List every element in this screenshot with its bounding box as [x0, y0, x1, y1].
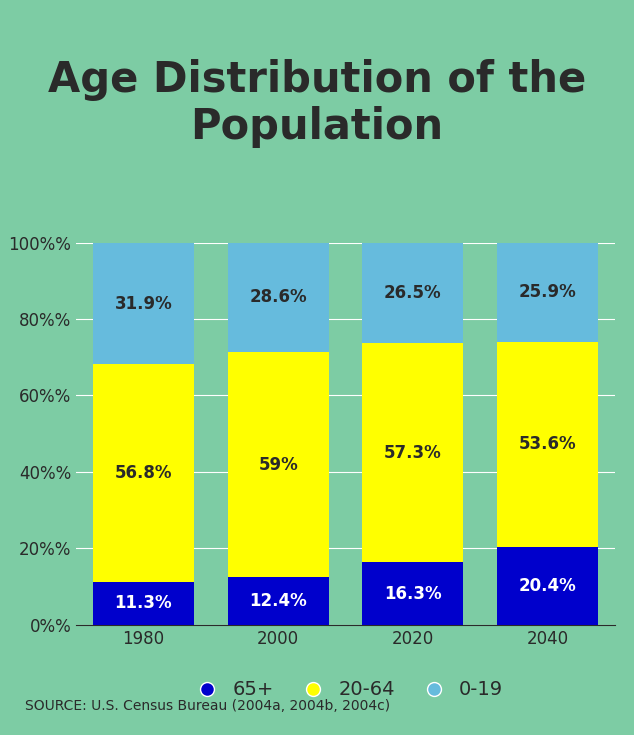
Text: 12.4%: 12.4% — [249, 592, 307, 610]
Text: 57.3%: 57.3% — [384, 444, 442, 462]
Bar — [497, 342, 598, 547]
Bar — [228, 352, 328, 578]
Text: 53.6%: 53.6% — [519, 435, 576, 453]
Bar — [363, 242, 463, 343]
Bar — [363, 343, 463, 562]
Text: 28.6%: 28.6% — [249, 288, 307, 306]
Bar — [497, 547, 598, 625]
Text: 26.5%: 26.5% — [384, 284, 442, 302]
Text: 25.9%: 25.9% — [519, 284, 576, 301]
Text: Age Distribution of the
Population: Age Distribution of the Population — [48, 59, 586, 148]
Text: 16.3%: 16.3% — [384, 584, 442, 603]
Text: 31.9%: 31.9% — [115, 295, 172, 312]
Text: 56.8%: 56.8% — [115, 464, 172, 482]
Text: 20.4%: 20.4% — [519, 577, 576, 595]
Text: 11.3%: 11.3% — [115, 594, 172, 612]
Bar — [228, 578, 328, 625]
Bar — [93, 581, 194, 625]
Legend: 65+, 20-64, 0-19: 65+, 20-64, 0-19 — [180, 673, 511, 707]
Text: SOURCE: U.S. Census Bureau (2004a, 2004b, 2004c): SOURCE: U.S. Census Bureau (2004a, 2004b… — [25, 699, 391, 713]
Bar — [497, 243, 598, 342]
Bar — [363, 562, 463, 625]
Bar — [93, 243, 194, 365]
Bar — [228, 243, 328, 352]
Text: 59%: 59% — [258, 456, 298, 473]
Bar — [93, 365, 194, 581]
